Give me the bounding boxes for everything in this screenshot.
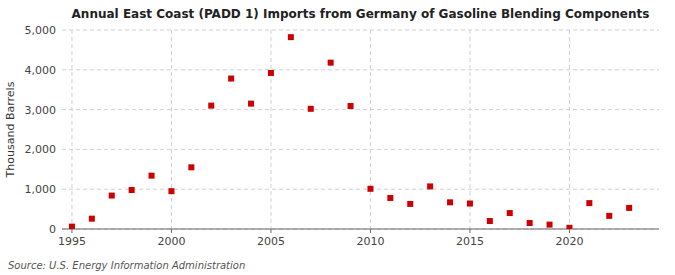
x-tick (71, 229, 72, 233)
point (168, 188, 174, 194)
y-tick-label: 1,000 (25, 183, 57, 196)
point (208, 103, 214, 109)
point (626, 205, 632, 211)
axes: 0 1,000 2,000 3,000 4,000 5,000 1995 2000 2005 20… (25, 24, 660, 248)
x-grid-line (469, 30, 470, 229)
grid (62, 30, 659, 229)
point (248, 101, 254, 107)
y-tick-label: 2,000 (25, 143, 57, 156)
x-tick (569, 229, 570, 233)
x-tick (469, 229, 470, 233)
x-tick (171, 229, 172, 233)
y-tick-label: 5,000 (25, 24, 57, 37)
x-tick-label: 2015 (456, 235, 484, 248)
x-tick-label: 2000 (157, 235, 185, 248)
y-grid-line (62, 69, 659, 70)
y-tick-label: 3,000 (25, 104, 57, 117)
y-axis-label: Thousand Barrels (4, 81, 17, 178)
x-tick-label: 2020 (555, 235, 583, 248)
point (467, 201, 473, 207)
point (149, 173, 155, 179)
point (606, 213, 612, 219)
point (268, 70, 274, 76)
chart: Annual East Coast (PADD 1) Imports from … (0, 0, 675, 275)
x-grid-line (171, 30, 172, 229)
point (507, 210, 513, 216)
point (308, 106, 314, 112)
point (109, 193, 115, 199)
point (407, 201, 413, 207)
point (547, 222, 553, 228)
x-tick (370, 229, 371, 233)
y-tick-label: 4,000 (25, 64, 57, 77)
point (89, 216, 95, 222)
x-tick-label: 2010 (356, 235, 384, 248)
point (69, 224, 75, 229)
x-tick-label: 2005 (257, 235, 285, 248)
source-note: Source: U.S. Energy Information Administ… (8, 260, 245, 271)
point (447, 199, 453, 205)
point (487, 218, 493, 224)
point (527, 220, 533, 226)
y-grid-line (62, 189, 659, 190)
point (566, 225, 572, 229)
x-tick-label: 1995 (58, 235, 86, 248)
x-grid-line (569, 30, 570, 229)
point (129, 187, 135, 193)
point (348, 103, 354, 109)
y-tick-label: 0 (49, 223, 56, 236)
point (367, 186, 373, 192)
point (288, 34, 294, 40)
title: Annual East Coast (PADD 1) Imports from … (72, 7, 650, 21)
x-grid-line (71, 30, 72, 229)
x-tick (270, 229, 271, 233)
point (328, 60, 334, 66)
point (427, 183, 433, 189)
x-grid-line (370, 30, 371, 229)
point (387, 195, 393, 201)
points (69, 34, 632, 229)
point (586, 200, 592, 206)
x-grid-line (270, 30, 271, 229)
point (188, 164, 194, 170)
point (228, 76, 234, 82)
